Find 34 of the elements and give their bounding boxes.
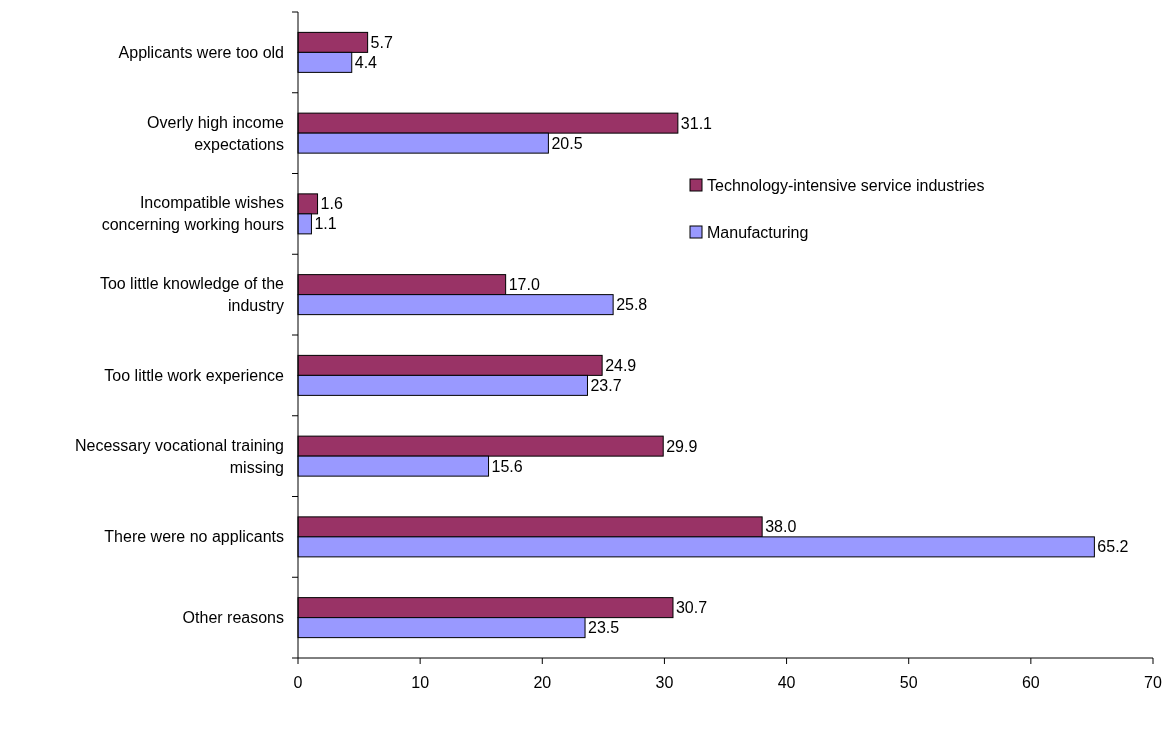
y-tick-label: Necessary vocational training missing [75,436,284,476]
data-label: 5.7 [370,33,393,51]
data-label: 31.1 [680,114,713,132]
legend-label: Technology-intensive service industries [707,176,985,194]
data-label: 23.7 [590,376,622,394]
data-label: 4.4 [354,53,378,71]
y-tick-label: Other reasons [182,609,284,627]
data-label: 65.2 [1097,538,1129,556]
y-tick-label: Incompatible wishes concerning working hours [101,194,284,234]
data-label: 1.1 [314,215,337,233]
y-tick-label: Too little knowledge of the industry [99,275,285,315]
x-tick-label: 20 [533,673,552,691]
data-label: 25.8 [616,296,648,314]
x-tick-label: 30 [655,673,674,691]
data-label: 30.7 [675,599,708,617]
y-tick-label: Applicants were too old [118,43,284,61]
y-tick-label: Overly high income expectations [147,113,285,153]
data-label: 15.6 [491,457,523,475]
x-tick-label: 10 [411,673,430,691]
data-label: 17.0 [508,276,540,294]
x-tick-label: 70 [1144,673,1162,691]
data-label: 29.9 [666,437,698,455]
x-tick-label: 40 [777,673,796,691]
x-tick-label: 0 [293,673,303,691]
y-tick-label: There were no applicants [104,528,284,546]
x-tick-label: 50 [899,673,918,691]
data-label: 1.6 [320,195,343,213]
x-tick-label: 60 [1021,673,1040,691]
legend-label: Manufacturing [707,223,809,241]
data-label: 24.9 [605,356,637,374]
data-label: 23.5 [588,619,620,637]
y-tick-label: Too little work experience [104,366,285,384]
data-label: 20.5 [551,134,583,152]
data-label: 38.0 [765,518,797,536]
